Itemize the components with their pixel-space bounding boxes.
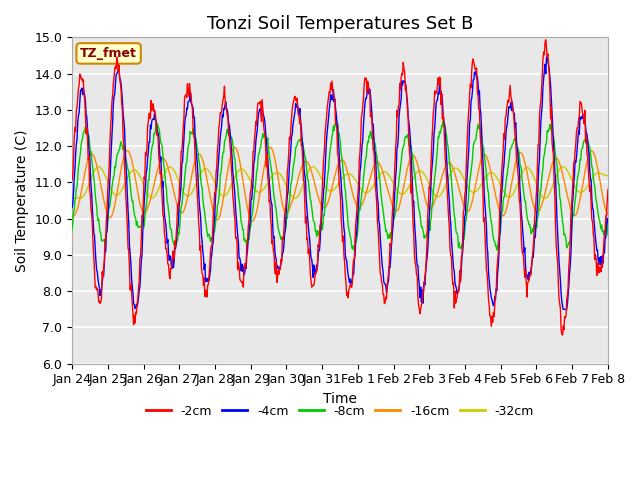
-2cm bbox=[396, 102, 403, 108]
-8cm bbox=[131, 214, 139, 220]
-16cm bbox=[249, 218, 257, 224]
-2cm bbox=[542, 37, 550, 43]
-8cm bbox=[256, 146, 264, 152]
Text: TZ_fmet: TZ_fmet bbox=[80, 47, 137, 60]
-4cm bbox=[396, 113, 403, 119]
-2cm bbox=[131, 320, 139, 326]
-2cm bbox=[230, 200, 237, 205]
-32cm bbox=[257, 189, 264, 195]
-4cm bbox=[68, 205, 76, 211]
-8cm bbox=[604, 232, 612, 238]
Line: -2cm: -2cm bbox=[72, 40, 608, 335]
-8cm bbox=[230, 147, 237, 153]
-8cm bbox=[493, 247, 500, 253]
-32cm bbox=[230, 176, 238, 181]
-8cm bbox=[396, 176, 403, 181]
-32cm bbox=[604, 173, 612, 179]
-32cm bbox=[95, 164, 102, 169]
-8cm bbox=[68, 227, 76, 232]
Line: -16cm: -16cm bbox=[72, 147, 608, 221]
-16cm bbox=[131, 174, 139, 180]
Line: -32cm: -32cm bbox=[72, 167, 608, 198]
-16cm bbox=[68, 214, 76, 220]
-8cm bbox=[276, 234, 284, 240]
-32cm bbox=[277, 172, 285, 178]
Y-axis label: Soil Temperature (C): Soil Temperature (C) bbox=[15, 129, 29, 272]
-32cm bbox=[426, 183, 434, 189]
-32cm bbox=[68, 195, 76, 201]
-32cm bbox=[396, 190, 404, 196]
-8cm bbox=[439, 118, 447, 123]
Line: -8cm: -8cm bbox=[72, 120, 608, 250]
-2cm bbox=[425, 184, 433, 190]
-2cm bbox=[559, 332, 566, 338]
-4cm bbox=[604, 220, 612, 226]
-4cm bbox=[543, 53, 551, 59]
-16cm bbox=[427, 205, 435, 211]
-16cm bbox=[397, 199, 404, 204]
Legend: -2cm, -4cm, -8cm, -16cm, -32cm: -2cm, -4cm, -8cm, -16cm, -32cm bbox=[141, 400, 540, 423]
-4cm bbox=[425, 216, 433, 221]
-32cm bbox=[541, 195, 549, 201]
-4cm bbox=[256, 106, 264, 112]
-2cm bbox=[276, 266, 284, 272]
-2cm bbox=[68, 177, 76, 183]
-4cm bbox=[276, 264, 284, 269]
-4cm bbox=[230, 177, 237, 182]
-16cm bbox=[230, 145, 237, 151]
-8cm bbox=[425, 217, 433, 223]
-16cm bbox=[278, 198, 285, 204]
-4cm bbox=[131, 306, 139, 312]
-2cm bbox=[256, 99, 264, 105]
-16cm bbox=[257, 185, 264, 191]
-16cm bbox=[604, 211, 612, 217]
X-axis label: Time: Time bbox=[323, 392, 357, 406]
-32cm bbox=[132, 168, 140, 173]
-16cm bbox=[267, 144, 275, 150]
-2cm bbox=[604, 187, 612, 192]
Title: Tonzi Soil Temperatures Set B: Tonzi Soil Temperatures Set B bbox=[207, 15, 473, 33]
Line: -4cm: -4cm bbox=[72, 56, 608, 309]
-4cm bbox=[559, 306, 567, 312]
